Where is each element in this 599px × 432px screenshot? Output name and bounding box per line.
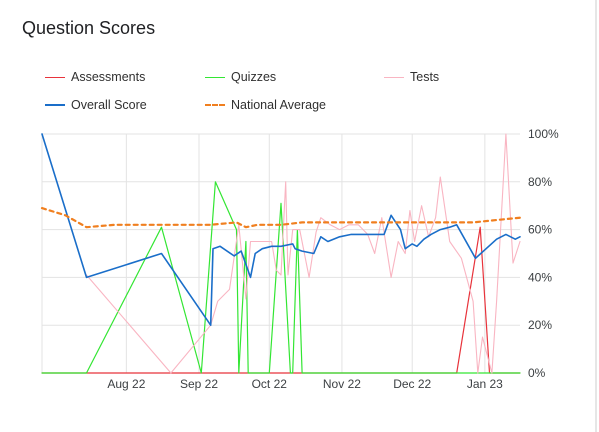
- chart-legend: Assessments Quizzes Tests Overall Score …: [0, 0, 597, 120]
- series-line-national-average: [40, 207, 522, 229]
- x-tick-label: Aug 22: [107, 377, 145, 391]
- y-tick-label: 60%: [528, 223, 552, 237]
- legend-item-assessments[interactable]: Assessments: [45, 70, 145, 84]
- x-tick-label: Oct 22: [252, 377, 288, 391]
- series-line-tests: [85, 133, 521, 374]
- legend-label-quizzes: Quizzes: [231, 70, 277, 84]
- series-line-assessments: [41, 226, 521, 374]
- legend-item-overall-score[interactable]: Overall Score: [45, 98, 147, 112]
- series-line-quizzes: [41, 181, 521, 374]
- legend-swatch-tests: [384, 76, 404, 78]
- y-tick-label: 20%: [528, 318, 552, 332]
- x-tick-label: Nov 22: [323, 377, 361, 391]
- legend-label-assessments: Assessments: [71, 70, 146, 84]
- y-tick-label: 0%: [528, 366, 546, 380]
- legend-item-quizzes[interactable]: Quizzes: [205, 70, 276, 84]
- legend-label-national-average: National Average: [231, 98, 326, 112]
- legend-label-tests: Tests: [410, 70, 440, 84]
- y-tick-label: 40%: [528, 270, 552, 284]
- legend-item-national-average[interactable]: National Average: [205, 98, 326, 112]
- series-line-overall-score: [41, 133, 521, 327]
- legend-swatch-national-average: [205, 104, 225, 106]
- y-tick-label: 100%: [528, 127, 559, 141]
- x-tick-label: Dec 22: [393, 377, 431, 391]
- card-title: Question Scores: [22, 18, 156, 38]
- x-tick-label: Jan 23: [467, 377, 503, 391]
- legend-swatch-quizzes: [205, 76, 225, 78]
- legend-swatch-overall-score: [45, 104, 65, 106]
- legend-label-overall-score: Overall Score: [71, 98, 147, 112]
- legend-item-tests[interactable]: Tests: [384, 70, 439, 84]
- legend-swatch-assessments: [45, 76, 65, 78]
- x-tick-label: Sep 22: [180, 377, 218, 391]
- y-tick-label: 80%: [528, 175, 552, 189]
